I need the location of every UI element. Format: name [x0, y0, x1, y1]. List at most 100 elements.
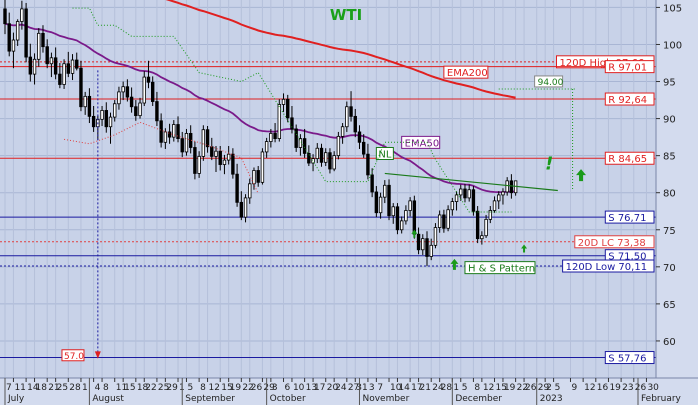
- month-label: October: [270, 394, 306, 404]
- level-label: 120D High 97,66: [560, 58, 645, 69]
- x-tick-label: 4: [95, 383, 101, 393]
- candle-body: [492, 200, 497, 211]
- support-resistance-levels: 120D High 97,66R 97,01 R 92,64 R 84,65 S 76…: [0, 55, 656, 365]
- candle-body: [256, 170, 260, 183]
- candle-body: [404, 210, 408, 222]
- candle-body: [416, 233, 421, 251]
- candle-body: [108, 116, 113, 128]
- x-tick-label: 31: [356, 383, 367, 393]
- candle-body: [235, 173, 239, 203]
- candle-body: [113, 103, 117, 118]
- candle-body: [138, 102, 142, 117]
- level-label-box: [562, 259, 655, 273]
- x-tick-label: 12: [483, 383, 494, 393]
- candle-body: [197, 155, 201, 174]
- candle-body: [319, 147, 324, 163]
- candlestick-series: [3, 0, 518, 267]
- candle-body: [91, 115, 96, 128]
- candle-body: [41, 32, 45, 48]
- trailing-stop-line: [63, 121, 259, 194]
- x-tick-label: 25: [57, 383, 68, 393]
- x-tick-label: 5: [187, 383, 193, 393]
- candle-body: [446, 209, 450, 229]
- candle-body: [332, 155, 336, 170]
- x-tick-label: 5: [462, 383, 468, 393]
- x-tick-label: 13: [306, 383, 317, 393]
- x-tick-label: 25: [158, 383, 169, 393]
- target-label-box: [534, 75, 564, 88]
- candle-body: [129, 96, 134, 108]
- y-tick-label: 70: [663, 263, 676, 274]
- candle-body: [475, 210, 480, 240]
- level-label: R 92,64: [608, 95, 647, 106]
- candle-body: [79, 67, 83, 108]
- candle-body: [87, 95, 92, 117]
- candle-body: [497, 194, 501, 202]
- x-tick-label: 15: [124, 383, 135, 393]
- target-label: 94.00: [538, 78, 564, 88]
- x-tick-label: 14: [398, 383, 410, 393]
- candle-body: [180, 138, 184, 153]
- x-tick-label: 28: [69, 383, 81, 393]
- candle-body: [193, 147, 197, 174]
- candle-body: [361, 141, 366, 155]
- candle-body: [201, 129, 206, 157]
- ema50-label-box: [401, 135, 441, 149]
- candle-body: [70, 59, 75, 74]
- x-tick-label: 22: [242, 383, 253, 393]
- candle-body: [28, 56, 33, 75]
- candle-body: [210, 146, 214, 157]
- candle-body: [142, 76, 146, 104]
- candle-body: [11, 39, 16, 52]
- x-tick-label: 23: [622, 383, 633, 393]
- candle-body: [205, 129, 210, 148]
- x-tick-label: 16: [597, 383, 609, 393]
- x-tick-label: 30: [647, 383, 659, 393]
- month-label: November: [362, 394, 409, 404]
- candle-body: [159, 120, 163, 143]
- y-tick-label: 90: [663, 115, 676, 126]
- candle-body: [315, 147, 319, 160]
- candle-body: [226, 153, 231, 161]
- candle-body: [273, 133, 277, 139]
- candle-body: [83, 95, 87, 108]
- x-tick-label: 12: [584, 383, 595, 393]
- candle-body: [49, 57, 54, 65]
- candle-body: [480, 235, 484, 240]
- x-tick-label: 22: [145, 383, 156, 393]
- candle-body: [437, 214, 442, 228]
- candle-body: [184, 133, 189, 153]
- up-arrow-icon: [521, 244, 528, 253]
- candle-body: [163, 131, 168, 143]
- down-arrow-icon: [94, 351, 101, 359]
- level-label-box: [604, 351, 655, 365]
- x-tick-label: 1: [453, 383, 459, 393]
- x-tick-label: 7: [377, 383, 383, 393]
- candle-body: [146, 76, 151, 83]
- level-label-box: [604, 151, 655, 165]
- candle-body: [505, 180, 509, 193]
- level-label: S 71,50: [608, 252, 646, 263]
- candle-body: [167, 131, 172, 138]
- y-axis-panel: [656, 0, 698, 378]
- level-label-box: [604, 92, 655, 106]
- candle-body: [20, 8, 24, 22]
- up-arrow-icon: [576, 169, 587, 182]
- x-tick-label: 8: [103, 383, 109, 393]
- candle-body: [134, 106, 138, 117]
- month-label: February: [641, 394, 682, 404]
- candle-body: [324, 152, 328, 163]
- candle-body: [286, 98, 290, 119]
- candle-body: [370, 174, 374, 193]
- candle-body: [62, 63, 66, 85]
- x-tick-label: 21: [420, 383, 431, 393]
- candle-body: [340, 126, 345, 137]
- x-tick-label: 17: [314, 383, 325, 393]
- candle-body: [121, 86, 125, 93]
- candle-body: [345, 106, 349, 128]
- candle-body: [260, 151, 265, 183]
- candle-body: [24, 8, 28, 58]
- candle-body: [290, 117, 294, 130]
- neckline-label-box: [375, 146, 394, 160]
